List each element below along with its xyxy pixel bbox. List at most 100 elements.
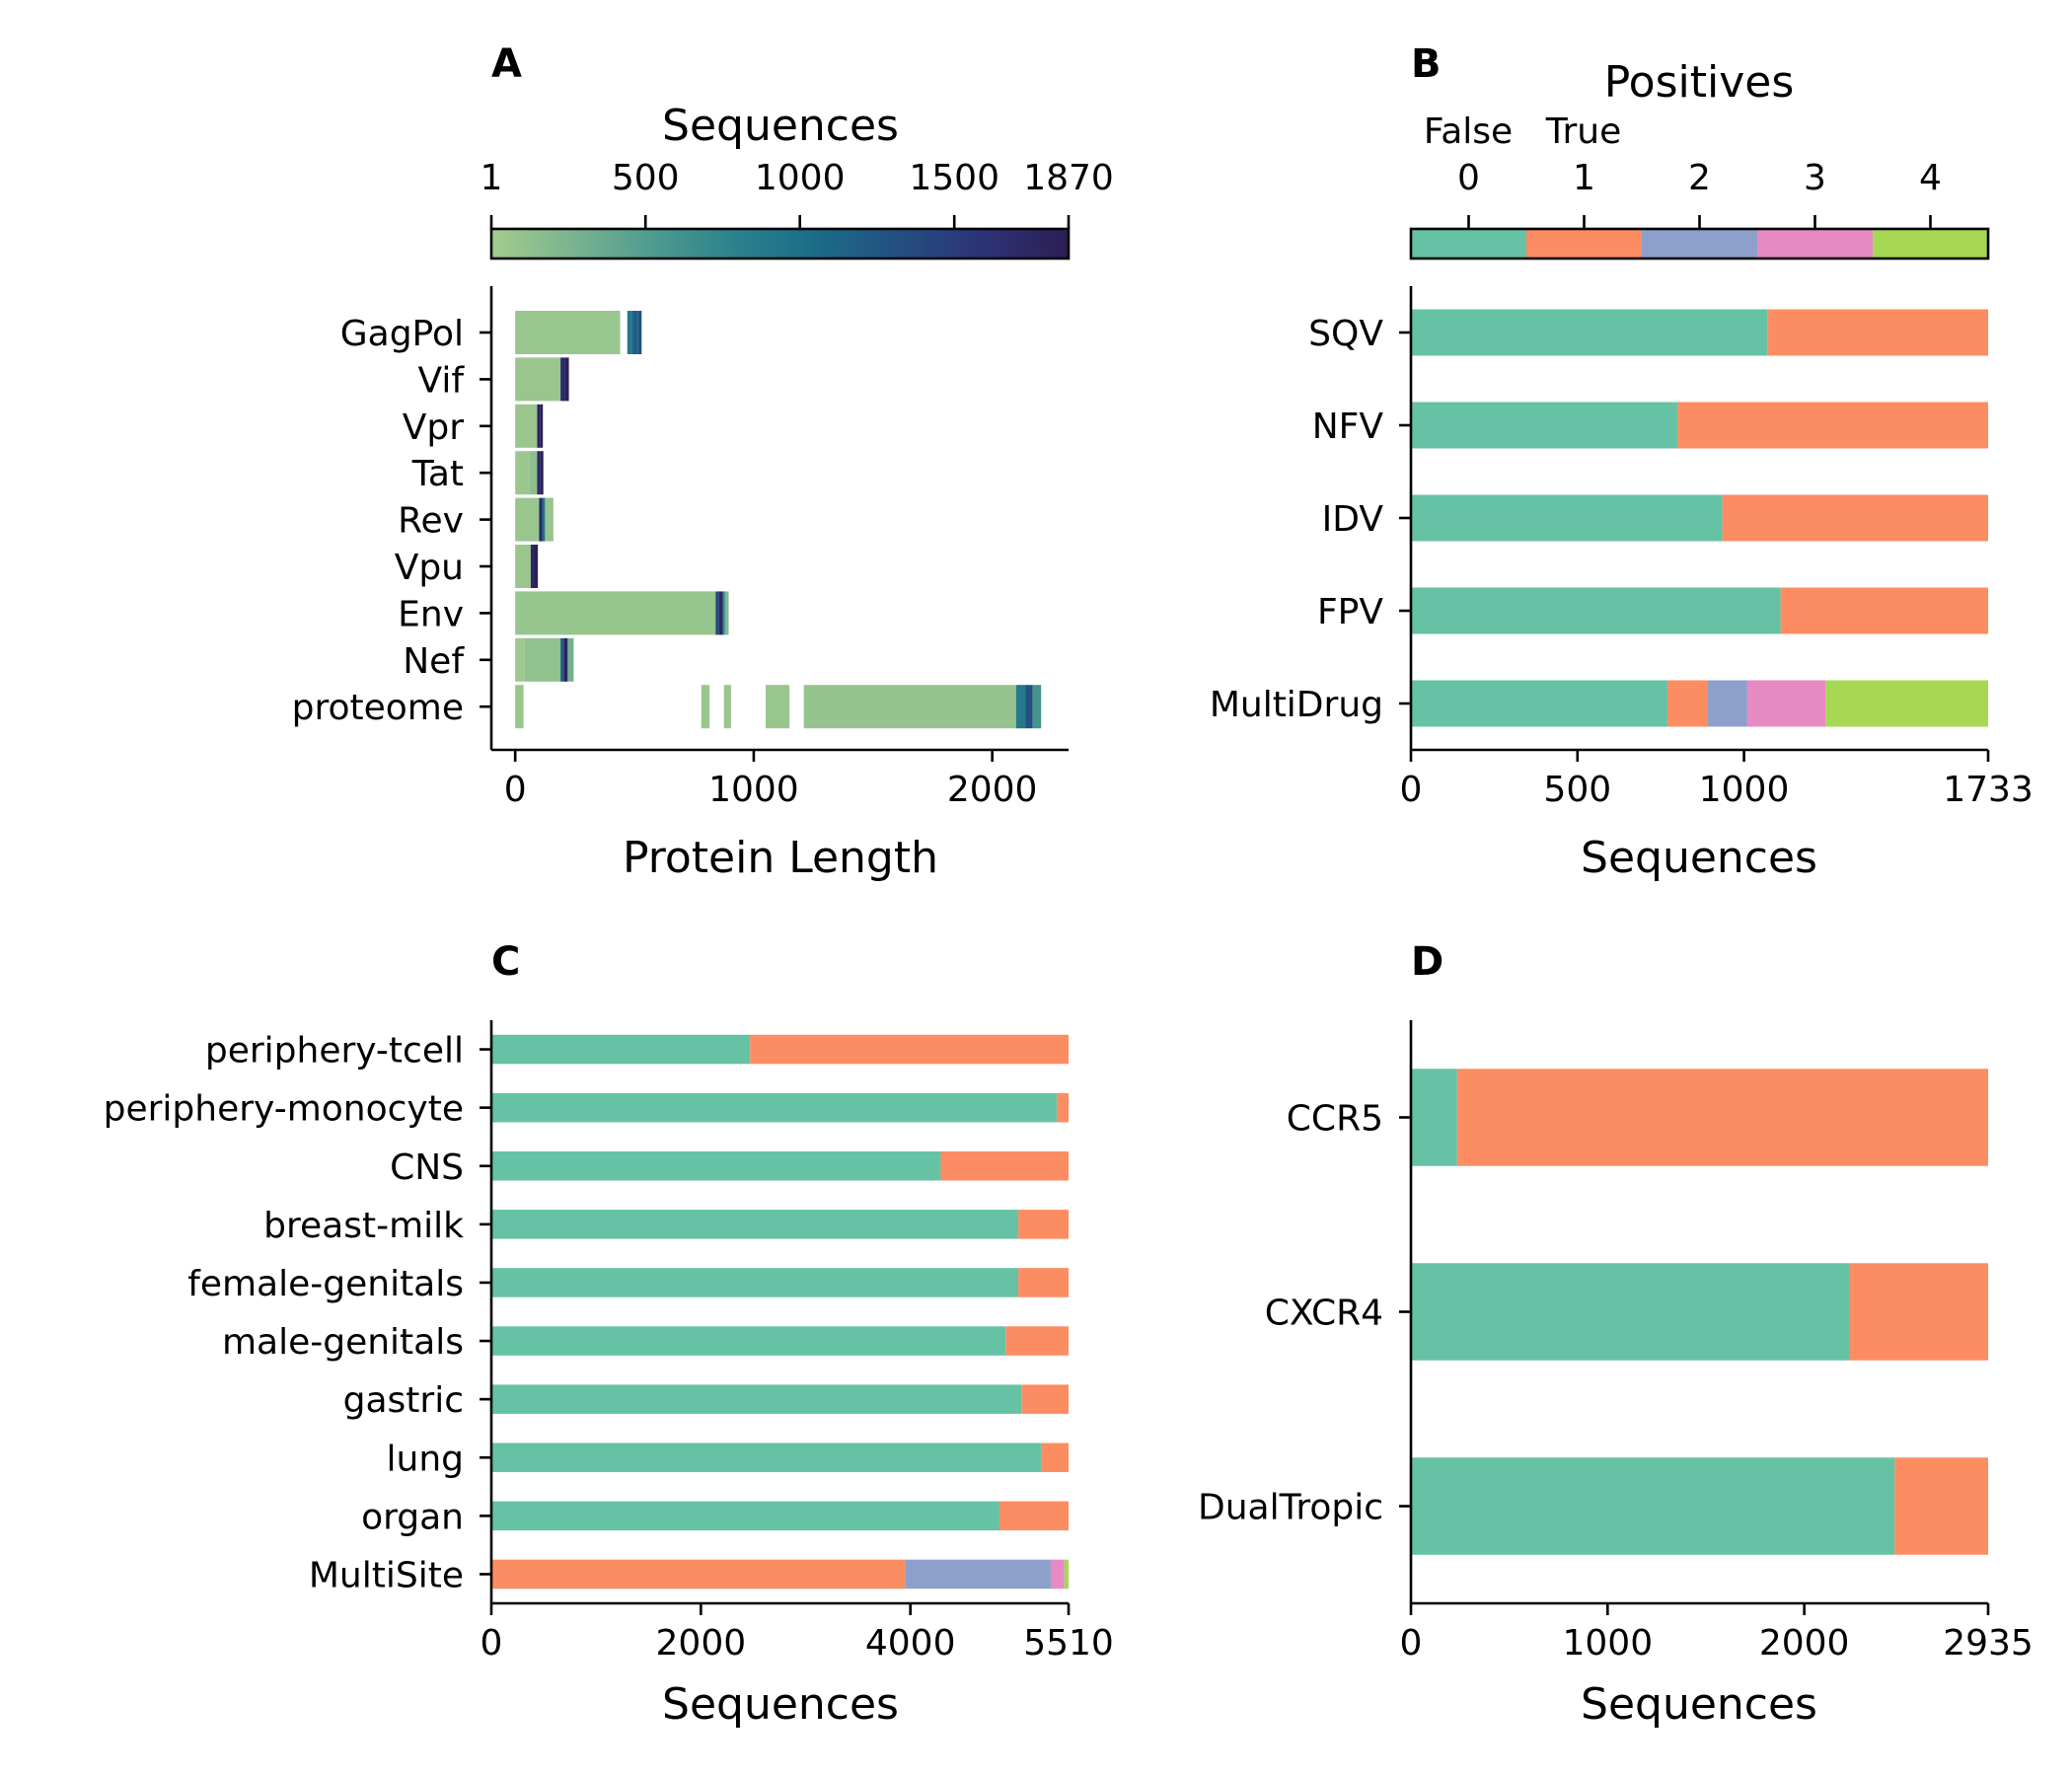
panel-a-letter: A bbox=[491, 41, 522, 87]
x-tick-label: 1733 bbox=[1943, 770, 2034, 810]
bar-gastric-series-0 bbox=[491, 1384, 1022, 1414]
panel-d-x-label: Sequences bbox=[1581, 1679, 1817, 1730]
bar-female-genitals-series-0 bbox=[491, 1268, 1019, 1297]
x-tick-label: 5510 bbox=[1023, 1623, 1114, 1664]
heatmap-cell-nef bbox=[524, 637, 561, 682]
bar-multisite-series-3 bbox=[1050, 1559, 1065, 1590]
legend-tick-label: 2 bbox=[1688, 158, 1711, 198]
panel-c-letter: C bbox=[491, 939, 520, 985]
bar-periphery-tcell-series-0 bbox=[491, 1034, 751, 1065]
heatmap-cell-tat bbox=[529, 451, 538, 495]
y-tick-label-fpv: FPV bbox=[1317, 592, 1383, 632]
bar-organ-series-1 bbox=[999, 1501, 1069, 1531]
y-tick-label-gastric: gastric bbox=[343, 1380, 464, 1421]
bar-nfv-series-1 bbox=[1677, 402, 1988, 449]
panel-d-y-ticks: CCR5 CXCR4 DualTropic bbox=[1198, 1099, 1411, 1528]
panel-a-colorbar bbox=[489, 227, 1071, 260]
bar-multisite-series-4 bbox=[1064, 1559, 1069, 1590]
bar-dualtropic-series-0 bbox=[1411, 1457, 1895, 1555]
panel-b-x-label: Sequences bbox=[1581, 833, 1817, 883]
heatmap-cell-proteome bbox=[1032, 685, 1042, 729]
bar-fpv-series-0 bbox=[1411, 587, 1781, 634]
y-tick-label-sqv: SQV bbox=[1308, 314, 1383, 354]
bar-multisite-series-2 bbox=[905, 1559, 1051, 1590]
legend-swatch-1 bbox=[1526, 229, 1642, 259]
bar-nfv-series-0 bbox=[1411, 402, 1678, 449]
y-tick-label-multidrug: MultiDrug bbox=[1210, 685, 1383, 725]
bar-sqv-series-1 bbox=[1767, 309, 1988, 356]
bar-multisite-series-1 bbox=[491, 1559, 906, 1590]
heatmap-cell-env bbox=[515, 591, 716, 635]
panel-a: A Sequences 1 500 1000 1500 1870 GagPolVifVp… bbox=[292, 41, 1114, 883]
panel-c-x-ticks: 0 2000 4000 5510 bbox=[481, 1603, 1114, 1664]
x-tick-label: 4000 bbox=[865, 1623, 956, 1664]
bar-multidrug-series-0 bbox=[1411, 680, 1667, 727]
y-tick-label-female-genitals: female-genitals bbox=[187, 1264, 464, 1304]
heatmap-cell-vif bbox=[564, 357, 569, 402]
panel-a-colorbar-ticks: 1 500 1000 1500 1870 bbox=[481, 158, 1114, 229]
x-tick-label: 500 bbox=[1543, 770, 1611, 810]
x-tick-label: 0 bbox=[1400, 1623, 1423, 1664]
heatmap-cell-proteome bbox=[515, 685, 524, 729]
heatmap-cell-env bbox=[724, 591, 729, 635]
heatmap-cell-vif bbox=[515, 357, 561, 402]
heatmap-cell-nef bbox=[515, 637, 525, 682]
bar-periphery-monocyte-series-1 bbox=[1057, 1092, 1069, 1123]
legend-swatch-4 bbox=[1873, 229, 1988, 259]
legend-tick-label: 0 bbox=[1457, 158, 1480, 198]
legend-swatch-2 bbox=[1642, 229, 1757, 259]
x-tick-label: 0 bbox=[504, 770, 527, 810]
panel-b: B Positives False True 0 1 2 3 4 SQV NFV IDV FP… bbox=[1210, 41, 2034, 883]
panel-c-x-label: Sequences bbox=[662, 1679, 899, 1730]
bar-fpv-series-1 bbox=[1780, 587, 1988, 634]
legend-swatch-3 bbox=[1757, 229, 1873, 259]
bar-multidrug-series-1 bbox=[1666, 680, 1708, 727]
bar-cns-series-0 bbox=[491, 1150, 941, 1181]
heatmap-cell-nef bbox=[563, 637, 568, 682]
y-tick-label-dualtropic: DualTropic bbox=[1198, 1488, 1383, 1528]
y-tick-label-nfv: NFV bbox=[1312, 407, 1384, 447]
y-tick-label-lung: lung bbox=[387, 1439, 465, 1479]
colorbar-tick-label: 1 bbox=[481, 158, 503, 198]
bar-ccr5-series-1 bbox=[1456, 1069, 1988, 1166]
panel-b-letter: B bbox=[1411, 41, 1442, 87]
y-tick-label-rev: Rev bbox=[398, 501, 464, 542]
colorbar-tick-label: 1870 bbox=[1023, 158, 1114, 198]
bar-dualtropic-series-1 bbox=[1894, 1457, 1988, 1555]
heatmap-cell-gagpol bbox=[631, 311, 638, 354]
bar-periphery-monocyte-series-0 bbox=[491, 1092, 1058, 1123]
colorbar-tick-label: 500 bbox=[612, 158, 680, 198]
heatmap-cell-rev bbox=[542, 497, 546, 542]
bar-male-genitals-series-0 bbox=[491, 1326, 1006, 1356]
panel-d-bars bbox=[1411, 1069, 1988, 1555]
panel-c-y-ticks: periphery-tcell periphery-monocyte CNS brea… bbox=[104, 1031, 491, 1595]
bar-periphery-tcell-series-1 bbox=[750, 1034, 1069, 1065]
y-tick-label-cxcr4: CXCR4 bbox=[1265, 1294, 1383, 1334]
y-tick-label-multisite: MultiSite bbox=[309, 1555, 464, 1595]
panel-b-color-legend: 0 1 2 3 4 bbox=[1409, 158, 1990, 260]
heatmap-cell-proteome bbox=[803, 685, 1016, 729]
heatmap-cell-vpu bbox=[530, 545, 535, 588]
heatmap-cell-tat bbox=[537, 451, 541, 495]
heatmap-cell-gagpol bbox=[515, 311, 621, 354]
heatmap-cell-env bbox=[722, 591, 725, 635]
panel-b-y-ticks: SQV NFV IDV FPV MultiDrug bbox=[1210, 314, 1411, 725]
bar-sqv-series-0 bbox=[1411, 309, 1768, 356]
bar-lung-series-1 bbox=[1041, 1443, 1069, 1473]
bar-multidrug-series-3 bbox=[1746, 680, 1826, 727]
y-tick-label-ccr5: CCR5 bbox=[1287, 1099, 1383, 1140]
panel-b-legend-title: Positives bbox=[1604, 57, 1795, 108]
x-tick-label: 0 bbox=[1400, 770, 1423, 810]
y-tick-label-periphery-monocyte: periphery-monocyte bbox=[104, 1089, 464, 1130]
bar-cns-series-1 bbox=[940, 1150, 1069, 1181]
x-tick-label: 1000 bbox=[1699, 770, 1790, 810]
y-tick-label-male-genitals: male-genitals bbox=[222, 1322, 464, 1363]
bar-breast-milk-series-0 bbox=[491, 1210, 1019, 1239]
heatmap-cell-tat bbox=[540, 451, 544, 495]
legend-tick-label: 4 bbox=[1919, 158, 1942, 198]
x-tick-label: 1000 bbox=[708, 770, 799, 810]
panel-d-letter: D bbox=[1411, 939, 1443, 985]
legend-tick-label: 1 bbox=[1573, 158, 1595, 198]
heatmap-cell-vif bbox=[560, 357, 565, 402]
